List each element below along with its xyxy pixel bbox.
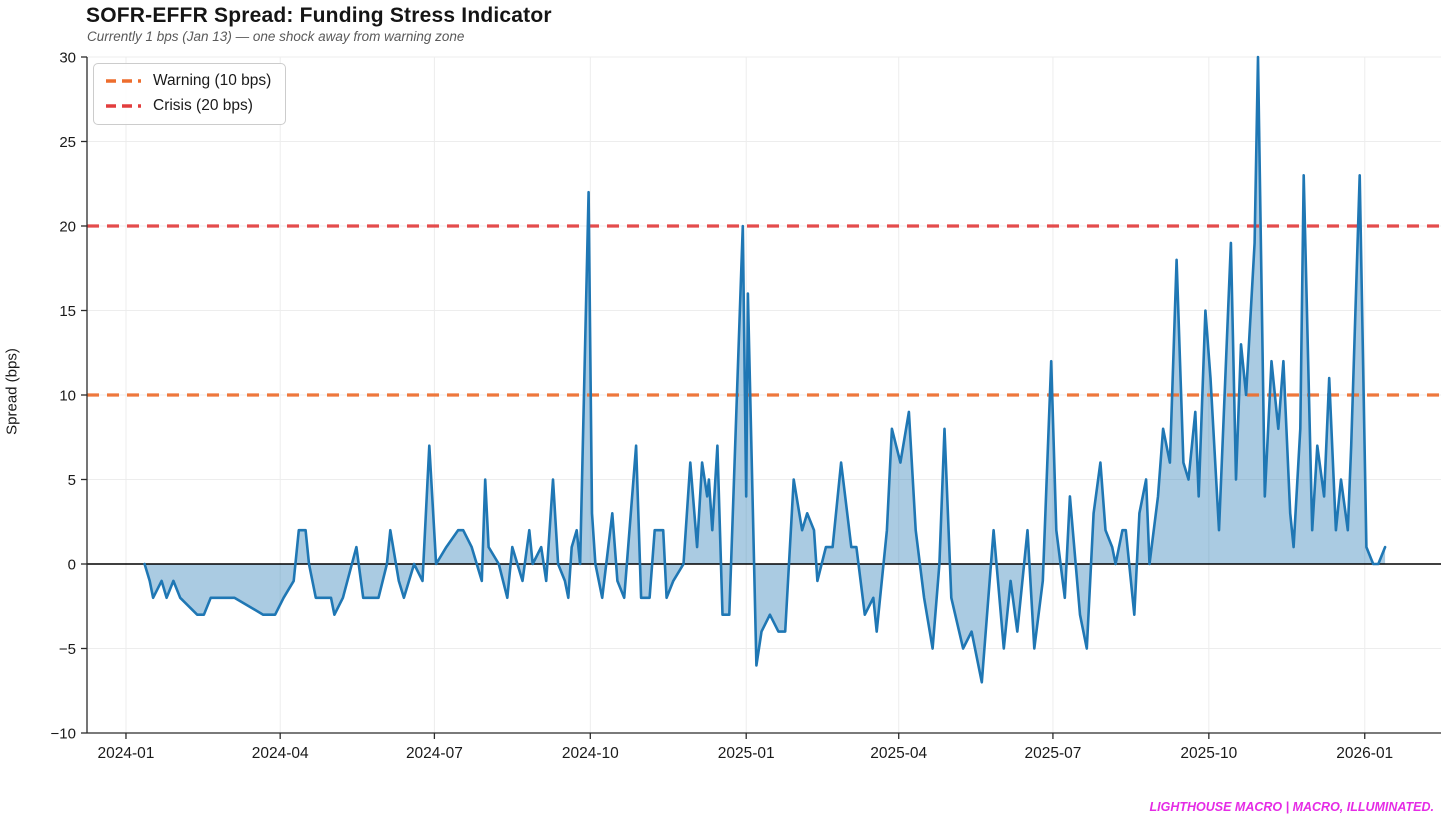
y-tick-label: −5 (59, 641, 76, 658)
chart-subtitle: Currently 1 bps (Jan 13) — one shock awa… (87, 29, 465, 44)
spread-line (143, 55, 1387, 684)
legend-label-crisis: Crisis (20 bps) (153, 97, 253, 114)
x-tick-label: 2025-01 (718, 745, 775, 762)
x-tick-label: 2025-04 (870, 745, 927, 762)
y-axis-label: Spread (bps) (3, 348, 21, 435)
x-tick-label: 2025-10 (1180, 745, 1237, 762)
y-tick-label: 5 (68, 472, 76, 489)
page-title: SOFR-EFFR Spread: Funding Stress Indicat… (86, 4, 552, 27)
x-tick-label: 2026-01 (1336, 745, 1393, 762)
x-tick-label: 2024-04 (252, 745, 309, 762)
y-tick-label: 20 (59, 219, 76, 236)
x-tick-label: 2024-01 (98, 745, 155, 762)
chart-legend: Warning (10 bps) Crisis (20 bps) (93, 63, 287, 125)
legend-label-warning: Warning (10 bps) (153, 72, 272, 89)
y-tick-label: 10 (59, 388, 76, 405)
spread-area (144, 57, 1386, 683)
legend-entry-warning: Warning (10 bps) (105, 72, 271, 90)
y-tick-label: 25 (59, 134, 76, 151)
y-tick-label: 30 (59, 50, 76, 67)
x-tick-label: 2024-10 (562, 745, 619, 762)
y-tick-label: 0 (68, 557, 76, 574)
x-tick-label: 2024-07 (406, 745, 463, 762)
y-tick-label: −10 (51, 726, 76, 743)
y-tick-label: 15 (59, 303, 76, 320)
warning-dash-swatch (106, 79, 141, 83)
brand-watermark: LIGHTHOUSE MACRO | MACRO, ILLUMINATED. (1149, 800, 1435, 814)
legend-entry-crisis: Crisis (20 bps) (105, 97, 271, 115)
crisis-dash-swatch (106, 104, 141, 108)
x-tick-label: 2025-07 (1024, 745, 1081, 762)
